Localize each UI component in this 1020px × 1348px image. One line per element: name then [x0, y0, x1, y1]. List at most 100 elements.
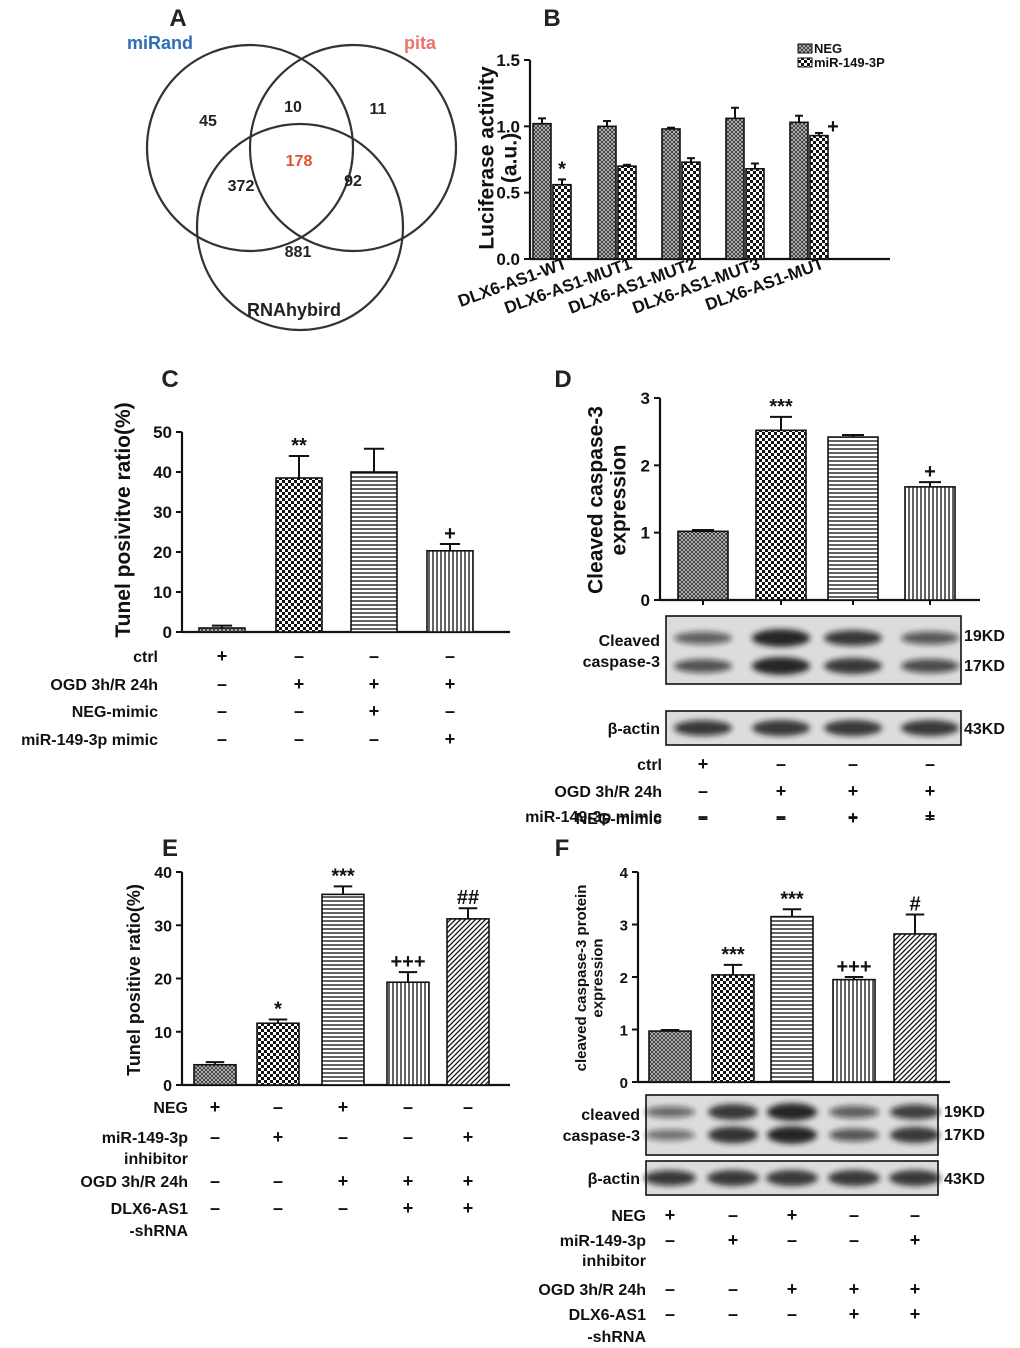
chart-e-condition-mark: – — [338, 1198, 348, 1218]
chart-d-actin-band — [824, 720, 882, 736]
chart-c-y-tick-label: 10 — [153, 583, 172, 602]
venn-circle-pita — [248, 43, 458, 253]
chart-d-blot-size: 19KD — [964, 628, 1005, 645]
chart-d-blot-label: β-actin — [608, 721, 660, 738]
venn-count-pita-rnahybird: 92 — [344, 173, 362, 190]
chart-e-condition-mark: + — [463, 1198, 474, 1218]
panel-label-f: F — [555, 835, 570, 862]
chart-f-cleaved-caspase-band — [890, 1104, 940, 1120]
venn-set-label-mirand: miRand — [127, 33, 193, 53]
chart-f-bar — [832, 978, 876, 1083]
chart-f-y-tick-label: 2 — [620, 970, 628, 987]
chart-d-y-tick-label: 1 — [641, 524, 650, 543]
chart-b-bar — [661, 128, 681, 260]
chart-d-cleaved-caspase-blot — [665, 615, 962, 685]
chart-f-condition-mark: + — [849, 1304, 860, 1324]
chart-e-y-tick-label: 20 — [154, 972, 172, 989]
chart-c-condition-mark: + — [369, 701, 380, 721]
chart-b-bar — [617, 165, 637, 260]
chart-f-significance-mark: *** — [780, 888, 804, 910]
chart-e-bar — [256, 1022, 300, 1086]
chart-e-condition-mark: – — [273, 1097, 283, 1117]
chart-e-condition-label: NEG — [153, 1100, 188, 1117]
chart-e-condition-label: OGD 3h/R 24h — [80, 1174, 188, 1191]
chart-e-significance-mark: +++ — [390, 951, 425, 973]
chart-d-y-tick-label: 0 — [641, 591, 650, 610]
chart-e-y-axis-label: Tunel positive ratio(%) — [124, 884, 144, 1076]
panel-label-e: E — [162, 835, 178, 862]
chart-b-legend-label: NEG — [814, 41, 842, 56]
chart-d-cleaved-caspase-band — [674, 659, 732, 673]
chart-c-condition-mark: – — [294, 701, 304, 721]
chart-f-cleaved-caspase-band — [767, 1126, 817, 1144]
chart-e-condition-label: -shRNA — [129, 1223, 188, 1240]
chart-f-bar — [893, 933, 937, 1083]
chart-e-condition-mark: – — [210, 1198, 220, 1218]
chart-d-blot-label: Cleaved — [599, 633, 660, 650]
chart-f-cleaved-caspase-band — [708, 1126, 758, 1144]
chart-e-significance-mark: ## — [457, 887, 479, 909]
chart-d-blot-size: 43KD — [964, 721, 1005, 738]
chart-e-condition-mark: – — [403, 1127, 413, 1147]
chart-e-condition-mark: + — [338, 1171, 349, 1191]
chart-e-condition-mark: + — [463, 1171, 474, 1191]
chart-d-condition-mark: + — [925, 781, 936, 801]
venn-count-all-three: 178 — [286, 153, 313, 170]
chart-d-y-tick-label: 3 — [641, 389, 650, 408]
chart-b-bar — [532, 122, 552, 260]
chart-f-condition-label: miR-149-3p — [560, 1233, 646, 1250]
chart-f-condition-mark: – — [665, 1304, 675, 1324]
chart-f-y-tick-label: 0 — [620, 1075, 628, 1092]
chart-d-condition-mark: + — [698, 754, 709, 774]
chart-d-condition-mark: – — [698, 808, 708, 828]
chart-d-condition-mark: – — [848, 806, 858, 826]
chart-c-condition-mark: + — [445, 674, 456, 694]
chart-c-condition-mark: – — [217, 674, 227, 694]
chart-b-bar — [552, 183, 572, 260]
chart-f-actin-band — [889, 1170, 941, 1186]
chart-e-condition-mark: – — [338, 1127, 348, 1147]
chart-d-cleaved-caspase-band — [752, 657, 810, 675]
chart-b-bar — [745, 167, 765, 260]
chart-e-condition-mark: – — [273, 1171, 283, 1191]
venn-count-mirand-only: 45 — [199, 113, 217, 130]
chart-f: 0 1 2 3 4 cleaved caspase-3 proteinexpression… — [538, 865, 984, 1346]
chart-d-condition-mark: – — [776, 808, 786, 828]
chart-d-actin-band — [674, 720, 732, 736]
chart-f-condition-label: inhibitor — [582, 1253, 646, 1270]
chart-e-y-tick-label: 10 — [154, 1025, 172, 1042]
chart-b-bar — [725, 117, 745, 260]
venn-count-pita-only: 11 — [370, 101, 387, 118]
chart-f-condition-mark: – — [728, 1279, 738, 1299]
chart-e-bar — [446, 918, 490, 1086]
chart-d-condition-mark: – — [776, 754, 786, 774]
chart-c-condition-label: NEG-mimic — [72, 704, 158, 721]
chart-c-condition-mark: – — [369, 729, 379, 749]
chart-f-condition-mark: – — [728, 1304, 738, 1324]
chart-e-condition-mark: + — [210, 1097, 221, 1117]
chart-c-condition-mark: + — [445, 729, 456, 749]
chart-c-significance-mark: + — [444, 523, 456, 545]
chart-d-y-tick-label: 2 — [641, 456, 650, 475]
chart-d-condition-label: ctrl — [637, 757, 662, 774]
chart-f-blot-size: 17KD — [944, 1127, 985, 1144]
chart-f-condition-mark: – — [787, 1304, 797, 1324]
chart-b-y-tick-label: 0.5 — [496, 184, 520, 203]
chart-d-condition-mark: – — [848, 754, 858, 774]
chart-c-y-tick-label: 0 — [163, 623, 172, 642]
chart-f-cleaved-caspase-band — [645, 1129, 695, 1141]
chart-d-cleaved-caspase-band — [824, 630, 882, 646]
chart-e-condition-label: miR-149-3p — [102, 1130, 188, 1147]
chart-f-condition-label: NEG — [611, 1208, 646, 1225]
chart-f-condition-mark: – — [665, 1230, 675, 1250]
chart-c-y-tick-label: 20 — [153, 543, 172, 562]
chart-d-cleaved-caspase-band — [824, 658, 882, 674]
chart-f-cleaved-caspase-band — [829, 1128, 879, 1142]
chart-c-condition-mark: – — [445, 701, 455, 721]
chart-e-condition-mark: – — [210, 1127, 220, 1147]
chart-c-condition-mark: – — [217, 701, 227, 721]
chart-b-y-tick-label: 1.0 — [496, 117, 520, 136]
chart-f-bar — [648, 1030, 692, 1083]
chart-f-y-tick-label: 3 — [620, 918, 628, 935]
chart-b-y-axis-label: Luciferase activity(a.u.) — [475, 66, 521, 250]
